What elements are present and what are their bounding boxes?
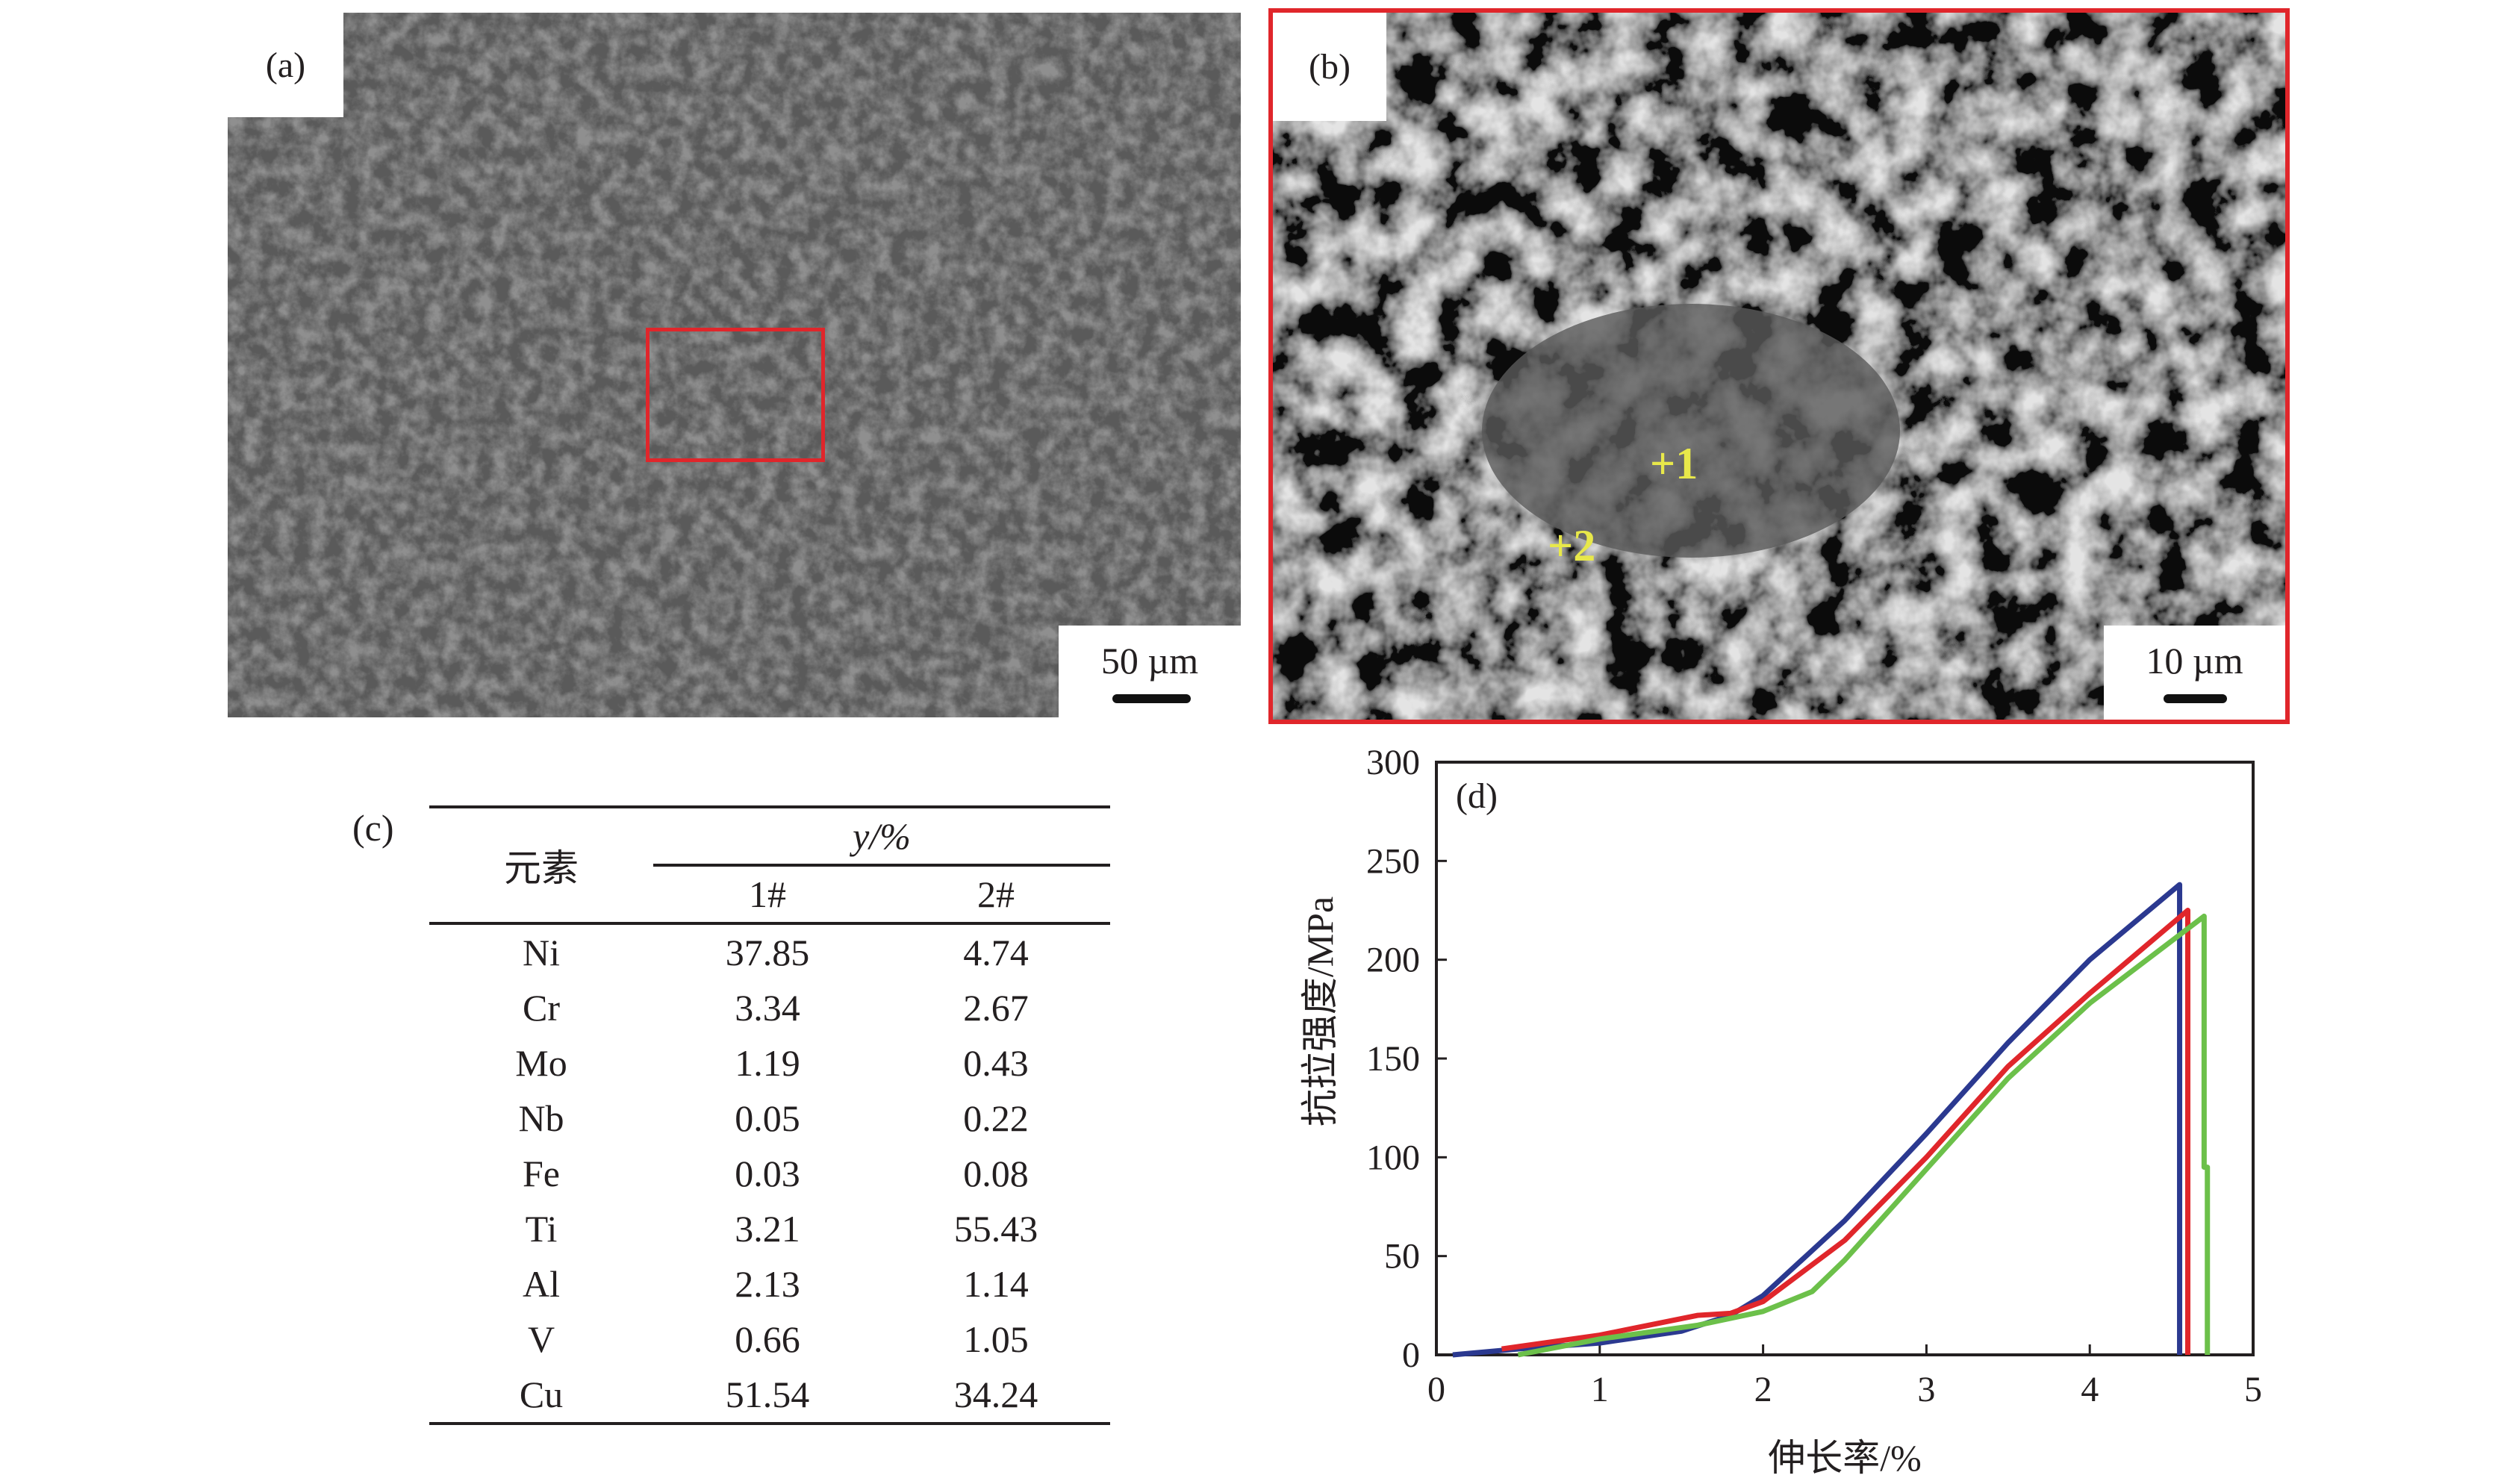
table-row: Ni 37.85 4.74 — [429, 923, 1110, 980]
cell-v2: 0.43 — [963, 1042, 1029, 1084]
point-marker-1: +1 — [1650, 439, 1698, 488]
cell-v2: 0.08 — [963, 1153, 1029, 1194]
y-tick-label: 0 — [1402, 1335, 1420, 1375]
y-tick-label: 250 — [1366, 841, 1420, 881]
cell-v2: 2.67 — [963, 987, 1029, 1029]
cell-v1: 0.66 — [735, 1318, 800, 1360]
panel-label-c: (c) — [352, 807, 394, 849]
cell-v1: 3.34 — [735, 987, 800, 1029]
scale-label-a: 50 µm — [1100, 640, 1199, 682]
cell-v2: 0.22 — [963, 1097, 1029, 1139]
cell-v2: 4.74 — [963, 932, 1029, 973]
scale-box-b: 10 µm — [2104, 626, 2285, 720]
scale-bar-a — [1112, 694, 1191, 703]
cell-el: Cu — [519, 1374, 564, 1415]
panel-label-a: (a) — [228, 13, 343, 117]
header-element: 元素 — [504, 847, 579, 889]
x-axis-label: 伸长率/% — [1768, 1437, 1922, 1479]
panel-label-b: (b) — [1273, 13, 1386, 121]
highlight-box — [646, 328, 825, 462]
cell-v1: 0.03 — [735, 1153, 800, 1194]
table-row: Fe 0.03 0.08 — [429, 1146, 1110, 1201]
y-tick-label: 100 — [1366, 1138, 1420, 1177]
series-line — [1517, 913, 2211, 1358]
y-tick-label: 150 — [1366, 1039, 1420, 1079]
scale-box-a: 50 µm — [1059, 626, 1241, 717]
header-group: y/% — [653, 807, 1110, 867]
panel-label-d: (d) — [1456, 776, 1498, 816]
x-tick-label: 0 — [1427, 1370, 1445, 1409]
series-line — [1452, 882, 2183, 1358]
cell-v2: 34.24 — [953, 1374, 1038, 1415]
x-tick-label: 5 — [2244, 1370, 2262, 1409]
scale-label-b: 10 µm — [2146, 640, 2243, 682]
cell-el: Ni — [523, 932, 560, 973]
cell-el: Cr — [523, 987, 560, 1029]
table-row: Cu 51.54 34.24 — [429, 1367, 1110, 1424]
cell-v1: 37.85 — [725, 932, 810, 973]
x-tick-label: 2 — [1754, 1370, 1772, 1409]
cell-el: Fe — [523, 1153, 560, 1194]
cell-v1: 51.54 — [725, 1374, 810, 1415]
table-row: Nb 0.05 0.22 — [429, 1091, 1110, 1146]
cell-v2: 1.05 — [963, 1318, 1029, 1360]
x-tick-label: 1 — [1591, 1370, 1609, 1409]
table-row: Cr 3.34 2.67 — [429, 980, 1110, 1035]
plot-frame — [1435, 761, 2255, 1356]
table-row: Mo 1.19 0.43 — [429, 1035, 1110, 1091]
y-tick-label: 300 — [1366, 743, 1420, 782]
table-row: Al 2.13 1.14 — [429, 1256, 1110, 1312]
header-col-1: 1# — [749, 873, 786, 915]
table-row: V 0.66 1.05 — [429, 1312, 1110, 1367]
cell-v2: 1.14 — [963, 1263, 1029, 1305]
sem-image-b: +1 +2 — [1268, 8, 2290, 724]
cell-el: Al — [523, 1263, 560, 1305]
header-col-2: 2# — [977, 873, 1015, 915]
y-tick-label: 50 — [1384, 1237, 1420, 1276]
cell-v1: 1.19 — [735, 1042, 800, 1084]
cell-el: Nb — [518, 1097, 564, 1139]
point-marker-2: +2 — [1548, 521, 1596, 570]
x-tick-label: 4 — [2081, 1370, 2099, 1409]
cell-el: Mo — [515, 1042, 567, 1084]
cell-v1: 0.05 — [735, 1097, 800, 1139]
sem-image-a — [228, 13, 1241, 717]
cell-el: V — [527, 1318, 555, 1360]
y-axis-label: 抗拉强度/MPa — [1299, 897, 1341, 1126]
cell-v1: 2.13 — [735, 1263, 800, 1305]
composition-table: 元素 y/% 1# 2# Ni 37.85 4.74 Cr 3.34 2.67 Mo 1.19… — [429, 805, 1110, 1425]
table-row: Ti 3.21 55.43 — [429, 1201, 1110, 1256]
series-line — [1501, 908, 2190, 1355]
x-tick-label: 3 — [1917, 1370, 1935, 1409]
cell-v2: 55.43 — [953, 1208, 1038, 1250]
scale-bar-b — [2164, 694, 2227, 703]
y-tick-label: 200 — [1366, 941, 1420, 980]
cell-el: Ti — [525, 1208, 558, 1250]
cell-v1: 3.21 — [735, 1208, 800, 1250]
